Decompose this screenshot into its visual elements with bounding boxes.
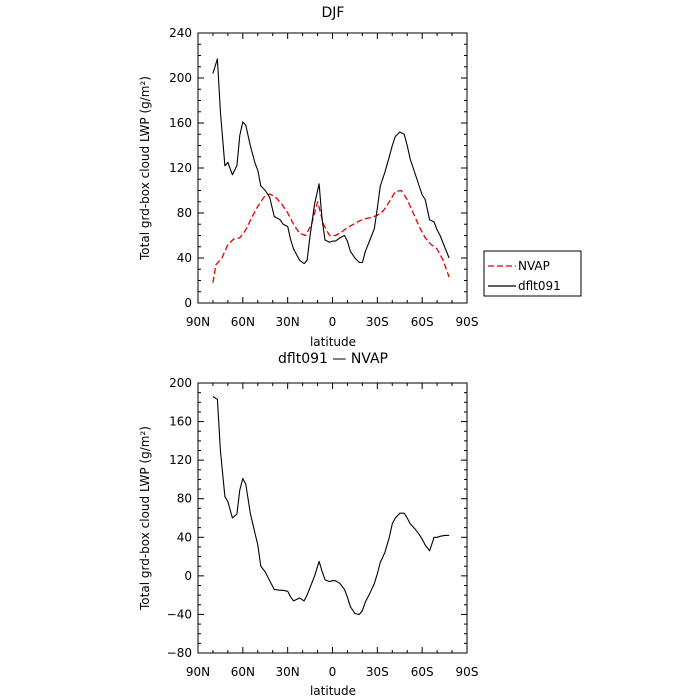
x-tick-label: 90S [456,315,479,329]
x-tick-label: 0 [329,315,337,329]
y-tick-label: 80 [177,206,192,220]
y-tick-label: 40 [177,530,192,544]
x-tick-label: 60N [231,315,255,329]
series-line-nvap [212,189,450,283]
y-tick-label: 160 [169,415,192,429]
x-tick-label: 30N [276,665,300,679]
panel-difference: dflt091 — NVAP −80 −40 0 40 80 120 160 200 90N 6… [138,351,478,698]
legend-label-dflt091: dflt091 [518,279,561,293]
x-tick-label: 90N [186,315,210,329]
x-tick-label: 60N [231,665,255,679]
y-tick-label: 0 [184,296,192,310]
chart-title: DJF [322,5,345,21]
x-tick-label: 30S [366,665,389,679]
y-tick-label: 200 [169,376,192,390]
x-tick-label: 60S [411,665,434,679]
y-tick-label: 240 [169,26,192,40]
plot-frame [197,32,468,304]
y-tick-label: 120 [169,453,192,467]
y-tick-label: −80 [167,646,192,660]
x-tick-label: 90N [186,665,210,679]
legend: NVAP dflt091 [483,250,582,297]
series-line-dflt091 [212,58,450,265]
x-tick-label: 30S [366,315,389,329]
y-tick-label: 40 [177,251,192,265]
y-axis-label: Total grd-box cloud LWP (g/m²) [138,76,152,261]
y-tick-label: 160 [169,116,192,130]
tick-marks [197,32,468,304]
plot-frame [197,382,468,654]
y-tick-label: 0 [184,569,192,583]
y-tick-labels: −80 −40 0 40 80 120 160 200 [167,376,192,660]
x-tick-label: 0 [329,665,337,679]
legend-box [483,250,582,297]
series-line-difference [212,396,450,615]
x-tick-label: 90S [456,665,479,679]
series-group [212,58,450,283]
tick-marks [197,382,468,654]
chart-title: dflt091 — NVAP [278,351,388,367]
y-tick-label: 120 [169,161,192,175]
y-axis-label: Total grd-box cloud LWP (g/m²) [138,426,152,611]
x-axis-label: latitude [310,684,356,698]
x-tick-labels: 90N 60N 30N 0 30S 60S 90S [186,665,479,679]
y-tick-label: 200 [169,71,192,85]
y-tick-labels: 0 40 80 120 160 200 240 [169,26,192,310]
y-tick-label: 80 [177,492,192,506]
y-tick-label: −40 [167,607,192,621]
x-axis-label: latitude [310,335,356,349]
x-tick-label: 60S [411,315,434,329]
legend-label-nvap: NVAP [518,259,550,273]
x-tick-labels: 90N 60N 30N 0 30S 60S 90S [186,315,479,329]
x-tick-label: 30N [276,315,300,329]
series-group [212,396,450,615]
